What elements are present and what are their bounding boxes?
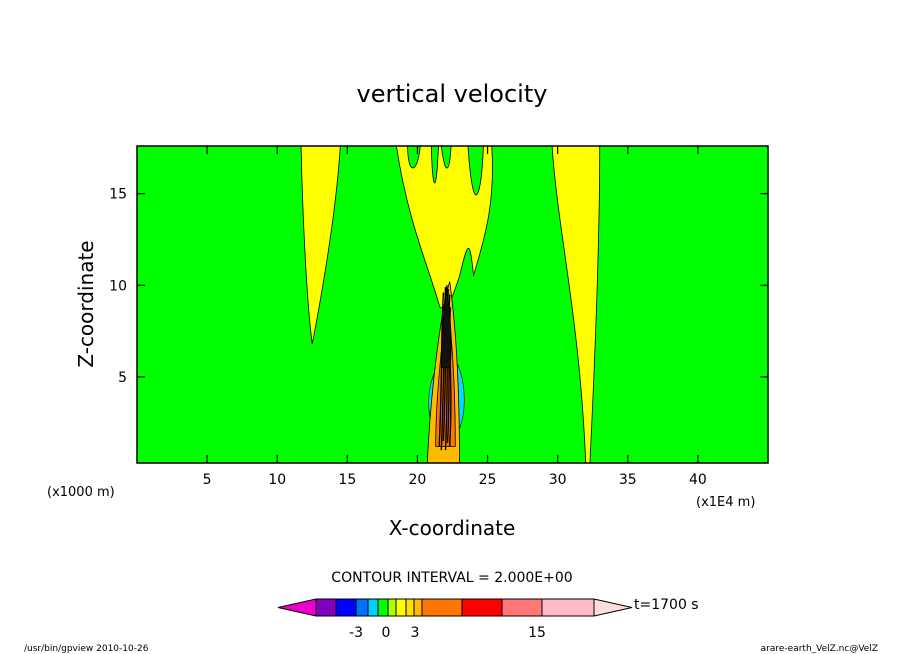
y-tick-label: 15 [109,187,127,203]
colorbar-swatch [461,598,503,617]
y-tick-label: 5 [118,370,127,386]
x-tick-label: 30 [549,472,567,488]
colorbar-arrow-left [277,598,317,617]
x-tick-label: 35 [619,472,637,488]
colorbar-swatch [405,598,415,617]
x-tick-label: 5 [203,472,212,488]
colorbar [277,598,633,617]
x-tick-label: 25 [479,472,497,488]
colorbar-swatch [421,598,463,617]
x-unit-right: (x1E4 m) [696,495,755,510]
colorbar-swatch [387,598,397,617]
colorbar-swatch [377,598,389,617]
colorbar-swatch [541,598,595,617]
x-tick-label: 15 [338,472,356,488]
x-tick-label: 40 [689,472,707,488]
x-unit-left: (x1000 m) [47,485,115,500]
colorbar-swatch [413,598,423,617]
core-dense-contours [440,288,452,369]
colorbar-swatch [355,598,369,617]
updraft-plume [300,145,341,344]
colorbar-swatch [335,598,357,617]
colorbar-label: 0 [382,625,391,641]
chart-title: vertical velocity [357,80,548,108]
colorbar-swatch [501,598,543,617]
footer-left: /usr/bin/gpview 2010-10-26 [24,644,149,654]
colorbar-swatch [367,598,379,617]
x-tick-label: 20 [409,472,427,488]
colorbar-label: 15 [528,625,546,641]
plot-frame [136,145,769,464]
time-label: t=1700 s [634,597,699,613]
x-tick-label: 10 [268,472,286,488]
downdraft-gap [467,145,484,196]
x-axis-label: X-coordinate [389,516,516,540]
contour-interval-label: CONTOUR INTERVAL = 2.000E+00 [331,570,572,586]
colorbar-label: -3 [349,625,363,641]
y-tick-label: 10 [109,278,127,294]
colorbar-swatch [315,598,337,617]
y-axis-label: Z-coordinate [74,240,98,367]
plot-area: 5 10 15 20 25 30 35 40 5 10 15 [109,145,769,488]
footer-right: arare-earth_VelZ.nc@VelZ [761,644,878,654]
colorbar-arrow-right [593,598,633,617]
colorbar-label: 3 [411,625,420,641]
colorbar-swatch [395,598,407,617]
